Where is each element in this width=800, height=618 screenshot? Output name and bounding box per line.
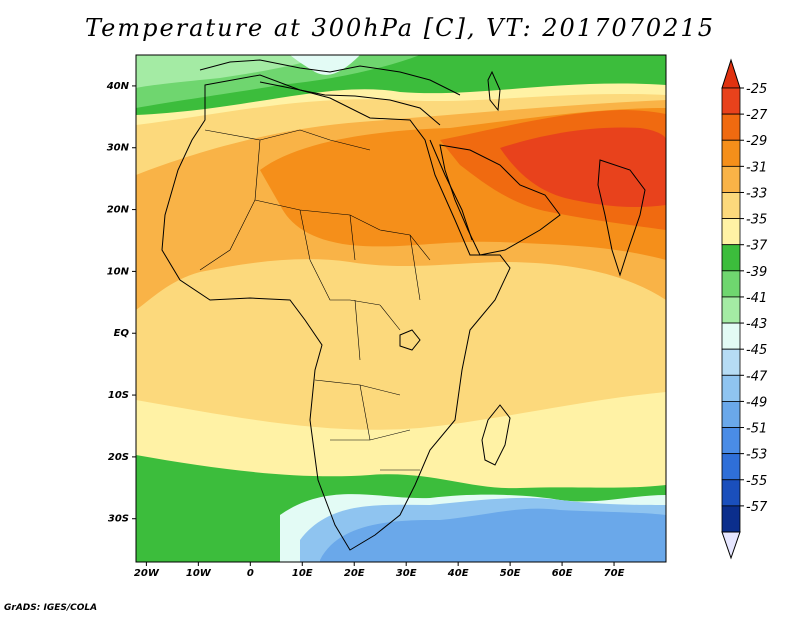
- colorbar-swatch: [721, 505, 741, 533]
- colorbar-label: -55: [746, 474, 767, 489]
- lat-tick-label: 20S: [108, 452, 129, 463]
- lon-tick-label: 10E: [292, 568, 313, 579]
- colorbar-label: -37: [746, 239, 768, 254]
- plot-frame: [135, 54, 667, 563]
- map-axes: 20W 10W 0 10E 20E 30E 40E 50E 60E 70E 40N 30N 20N 10N…: [106, 81, 625, 579]
- colorbar-label: -47: [746, 369, 768, 384]
- colorbar-label: -35: [746, 213, 767, 228]
- africa-coastline: [161, 74, 511, 551]
- contour-band-minus-25: [500, 127, 666, 208]
- colorbar-swatch: [721, 427, 741, 455]
- colorbar-swatch: [721, 296, 741, 324]
- colorbar-label: -33: [746, 186, 767, 201]
- caspian-sea-outline: [487, 70, 501, 112]
- colorbar-label: -57: [746, 500, 768, 515]
- colorbar-swatch: [721, 244, 741, 272]
- colorbar-swatch: [721, 192, 741, 219]
- colorbar-swatch: [721, 218, 741, 246]
- country-borders: [199, 129, 431, 471]
- chart-title: Temperature at 300hPa [C], VT: 201707021…: [85, 14, 715, 42]
- lon-tick-label: 0: [247, 568, 254, 579]
- colorbar-swatch: [721, 113, 741, 141]
- colorbar-label: -29: [746, 134, 767, 149]
- lat-tick-label: 20N: [107, 205, 130, 216]
- colorbar-top-triangle: [721, 58, 741, 89]
- colorbar: -25 -27 -29 -31 -33 -35 -37 -39 -41 -43 -45 -47 -49 -…: [721, 58, 768, 560]
- lat-tick-label: 40N: [106, 81, 130, 92]
- colorbar-label: -39: [746, 265, 767, 280]
- colorbar-swatch: [721, 270, 741, 298]
- colorbar-label: -31: [746, 160, 767, 175]
- colorbar-label: -49: [746, 395, 767, 410]
- colorbar-swatch: [721, 479, 741, 507]
- colorbar-label: -25: [746, 82, 767, 97]
- colorbar-swatch: [721, 165, 741, 193]
- lon-tick-label: 70E: [604, 568, 625, 579]
- colorbar-label: -41: [746, 291, 767, 306]
- mediterranean-sea-outline: [259, 81, 441, 126]
- europe-coastline: [199, 59, 461, 96]
- lon-tick-label: 30E: [396, 568, 417, 579]
- colorbar-swatch: [721, 139, 741, 167]
- contour-band-minus-43-north: [290, 55, 360, 75]
- colorbar-label: -51: [746, 422, 767, 437]
- colorbar-bottom-triangle: [721, 531, 741, 560]
- arabia-coastline: [439, 144, 561, 256]
- madagascar-outline: [481, 404, 511, 466]
- lat-tick-label: EQ: [114, 328, 130, 339]
- colorbar-label: -27: [746, 108, 768, 123]
- red-sea-outline: [429, 139, 473, 241]
- lat-tick-label: 30N: [107, 143, 130, 154]
- colorbar-label: -43: [746, 317, 767, 332]
- colorbar-swatch: [721, 322, 741, 350]
- lake-victoria-outline: [399, 329, 421, 351]
- colorbar-swatch: [721, 374, 741, 402]
- lon-tick-label: 50E: [500, 568, 521, 579]
- colorbar-label: -45: [746, 343, 767, 358]
- lon-tick-label: 60E: [552, 568, 573, 579]
- lat-tick-label: 30S: [108, 514, 129, 525]
- lat-tick-label: 10S: [108, 390, 129, 401]
- lat-tick-label: 10N: [107, 266, 130, 277]
- colorbar-label: -53: [746, 448, 767, 463]
- colorbar-swatch: [721, 401, 741, 428]
- contour-band-minus-49: [320, 508, 666, 562]
- grads-credit: GrADS: IGES/COLA: [4, 603, 98, 613]
- contour-band-minus-41-north: [136, 55, 330, 88]
- colorbar-swatch: [721, 453, 741, 481]
- lon-tick-label: 20E: [344, 568, 365, 579]
- colorbar-swatch: [721, 87, 741, 115]
- lon-tick-label: 10W: [186, 568, 212, 579]
- lon-tick-label: 20W: [134, 568, 160, 579]
- colorbar-swatch: [721, 348, 741, 376]
- india-coastline: [597, 159, 646, 277]
- lon-tick-label: 40E: [447, 568, 469, 579]
- map-outlines: [161, 59, 646, 551]
